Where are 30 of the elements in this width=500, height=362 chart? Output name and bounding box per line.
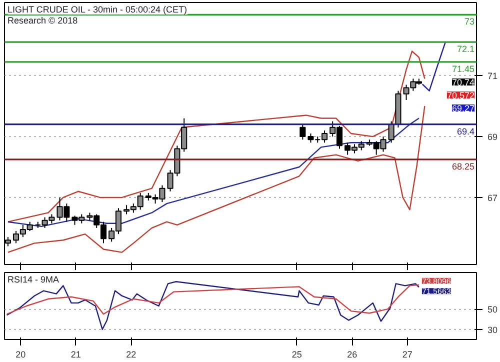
text: Research © 2018 [8,16,78,26]
x-tick-label: 22 [126,350,136,360]
line-series [6,284,420,315]
ref-line-label: 69.4 [456,126,475,136]
annotation: 70.74 [452,78,475,88]
x-tick-label: 27 [402,350,412,360]
y-tick-label: 67 [488,192,498,203]
ref-line-label: 71.45 [452,64,475,74]
chart-title: LIGHT CRUDE OIL - 30min - 05:00:24 (CET) [8,4,188,14]
x-tick-label: 20 [16,350,26,360]
annotation: 70.572 [446,90,475,100]
x-tick-label: 25 [292,350,302,360]
y-tick-label: 50 [488,304,498,315]
annotation: 69.27 [452,104,475,114]
x-tick-label: 21 [70,350,81,360]
line-series [6,281,420,330]
y-tick-label: 69 [488,132,498,142]
candlestick [300,124,306,140]
line-series [7,105,426,253]
line-series [7,50,426,222]
x-tick-label: 26 [347,350,358,360]
chart-title: RSI14 - 9MA [8,274,60,284]
y-tick-label: 71 [488,71,498,82]
candlestick [388,120,394,144]
ref-line-label: 68.25 [452,161,475,172]
ref-line-label: 72.1 [456,44,475,54]
ref-line-label: 73 [464,16,475,27]
y-tick-label: 30 [488,324,498,335]
data-label: 71.5663 [422,287,452,296]
data-label: 73.8096 [422,276,452,286]
